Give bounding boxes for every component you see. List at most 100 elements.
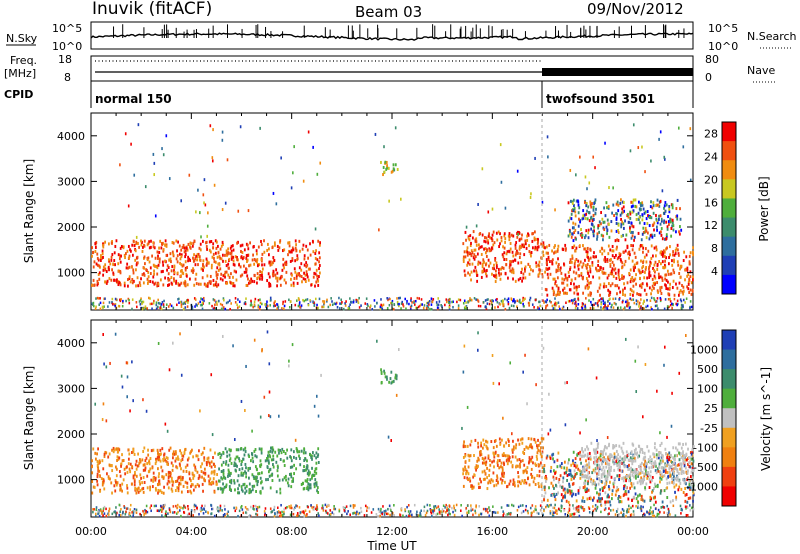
- echo-cell: [482, 258, 485, 262]
- cpid-mode-0: normal 150: [95, 92, 172, 106]
- echo-cell: [653, 268, 655, 272]
- echo-cell: [168, 470, 171, 474]
- echo-cell: [222, 513, 225, 517]
- echo-cell: [102, 243, 104, 247]
- echo-cell: [609, 271, 612, 275]
- echo-cell: [226, 158, 229, 162]
- echo-cell: [573, 244, 576, 248]
- echo-cell: [556, 458, 559, 462]
- echo-cell: [574, 297, 576, 301]
- echo-cell: [228, 473, 231, 477]
- echo-cell: [300, 482, 303, 486]
- echo-cell: [391, 299, 394, 303]
- echo-cell: [467, 511, 470, 514]
- echo-cell: [214, 307, 217, 310]
- echo-cell: [488, 247, 491, 251]
- echo-cell: [512, 445, 515, 449]
- echo-cell: [684, 267, 687, 271]
- echo-cell: [648, 267, 650, 271]
- echo-cell: [430, 303, 433, 306]
- echo-cell: [253, 262, 256, 266]
- echo-cell: [518, 238, 521, 242]
- echo-cell: [208, 240, 211, 244]
- echo-cell: [303, 299, 305, 303]
- echo-cell: [266, 458, 269, 462]
- echo-cell: [673, 271, 676, 275]
- echo-cell: [91, 465, 93, 469]
- echo-cell: [332, 512, 335, 516]
- echo-cell: [481, 263, 484, 267]
- echo-cell: [165, 134, 168, 138]
- echo-cell: [551, 259, 553, 263]
- echo-cell: [680, 512, 682, 515]
- echo-cell: [589, 256, 592, 260]
- echo-cell: [314, 251, 317, 255]
- echo-cell: [681, 305, 683, 309]
- echo-cell: [202, 193, 205, 197]
- echo-cell: [488, 232, 491, 236]
- echo-cell: [641, 282, 644, 286]
- echo-cell: [135, 491, 138, 495]
- echo-cell: [592, 217, 595, 221]
- echo-cell: [260, 243, 263, 247]
- echo-cell: [132, 450, 135, 454]
- echo-cell: [572, 270, 575, 274]
- echo-cell: [270, 298, 272, 302]
- echo-cell: [143, 480, 146, 484]
- echo-cell: [134, 473, 136, 477]
- echo-cell: [448, 307, 451, 311]
- echo-cell: [193, 463, 196, 467]
- echo-cell: [639, 307, 641, 311]
- echo-cell: [134, 258, 137, 262]
- echo-cell: [641, 201, 644, 205]
- echo-cell: [279, 240, 281, 244]
- echo-cell: [322, 509, 325, 512]
- echo-cell: [309, 478, 312, 482]
- echo-cell: [358, 296, 360, 300]
- echo-cell: [283, 304, 286, 308]
- echo-cell: [519, 459, 522, 463]
- echo-cell: [132, 268, 135, 272]
- echo-cell: [185, 272, 188, 276]
- echo-cell: [268, 474, 271, 478]
- date-title: 09/Nov/2012: [587, 0, 684, 18]
- echo-cell: [468, 454, 471, 458]
- echo-cell: [641, 498, 644, 502]
- echo-cell: [667, 280, 669, 284]
- echo-cell: [220, 257, 223, 261]
- echo-cell: [212, 246, 215, 250]
- echo-cell: [504, 454, 507, 458]
- echo-cell: [291, 246, 294, 250]
- echo-cell: [467, 472, 470, 476]
- echo-cell: [595, 483, 597, 487]
- echo-cell: [556, 512, 558, 515]
- echo-cell: [639, 506, 642, 510]
- echo-cell: [534, 508, 537, 511]
- echo-cell: [380, 298, 382, 301]
- echo-cell: [523, 305, 525, 308]
- echo-cell: [196, 304, 198, 307]
- echo-cell: [504, 297, 506, 301]
- echo-cell: [632, 268, 635, 272]
- echo-cell: [636, 292, 639, 296]
- echo-cell: [610, 229, 613, 233]
- echo-cell: [281, 249, 284, 253]
- echo-cell: [622, 222, 625, 226]
- echo-cell: [250, 301, 252, 304]
- echo-cell: [557, 451, 560, 455]
- echo-cell: [194, 468, 197, 472]
- echo-cell: [241, 489, 244, 493]
- echo-cell: [269, 263, 272, 267]
- echo-cell: [162, 491, 165, 495]
- echo-cell: [549, 512, 552, 515]
- echo-cell: [295, 456, 298, 460]
- echo-cell: [438, 511, 441, 514]
- echo-cell: [528, 456, 531, 460]
- echo-cell: [227, 252, 229, 256]
- echo-cell: [180, 467, 182, 471]
- echo-cell: [274, 304, 277, 307]
- echo-cell: [139, 489, 142, 493]
- echo-cell: [683, 464, 686, 468]
- echo-cell: [123, 467, 126, 471]
- echo-cell: [385, 512, 388, 516]
